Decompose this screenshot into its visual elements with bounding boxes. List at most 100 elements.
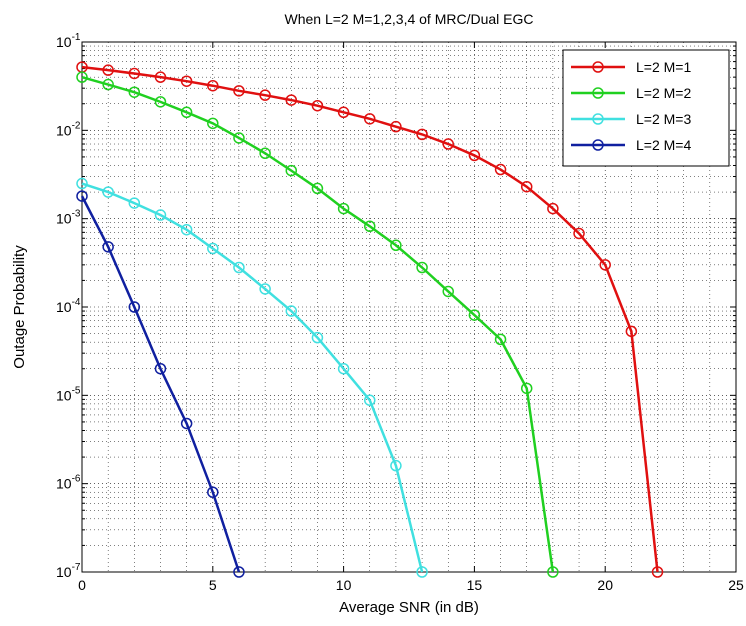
data-point (285, 305, 298, 317)
y-tick-exponent: -6 (72, 474, 81, 485)
legend-item: L=2 M=2 (571, 85, 691, 101)
data-point (390, 459, 402, 472)
series-line (80, 195, 241, 573)
data-point (416, 566, 428, 578)
data-point (599, 259, 611, 271)
y-tick-exponent: -4 (72, 297, 81, 308)
data-point (128, 67, 141, 80)
y-tick-label: 10-6 (56, 474, 81, 492)
x-tick-label: 15 (467, 577, 483, 593)
x-tick-label: 10 (336, 577, 352, 593)
data-point (364, 113, 376, 125)
data-point (547, 566, 559, 578)
data-point (102, 78, 114, 91)
data-point (233, 132, 245, 144)
data-point (102, 241, 114, 253)
data-point (102, 64, 114, 76)
data-point (442, 285, 454, 298)
data-point (311, 331, 324, 344)
y-tick-label: 10-1 (56, 32, 81, 50)
legend-marker (592, 61, 604, 73)
y-axis-label: Outage Probability (11, 245, 28, 369)
data-point (285, 94, 298, 106)
y-tick-base: 10 (56, 299, 72, 315)
legend-marker (592, 87, 604, 99)
data-point (180, 417, 193, 430)
data-point (259, 147, 271, 160)
data-point (311, 99, 324, 112)
y-tick-exponent: -5 (72, 385, 81, 396)
data-point (154, 362, 167, 375)
data-point (128, 301, 141, 313)
legend-item: L=2 M=3 (571, 111, 691, 127)
legend-label: L=2 M=3 (636, 111, 691, 127)
data-point (285, 164, 298, 177)
data-point (233, 261, 245, 274)
series-line (81, 65, 659, 573)
data-point (207, 79, 219, 92)
y-tick-exponent: -1 (72, 32, 81, 43)
data-point (76, 190, 88, 202)
data-point (416, 261, 428, 274)
legend: L=2 M=1 L=2 M=2 L=2 M=3 L=2 M=4 (562, 49, 730, 167)
series-3 (76, 177, 428, 578)
y-tick-base: 10 (56, 211, 72, 227)
legend-item: L=2 M=4 (571, 137, 691, 153)
data-point (207, 242, 219, 255)
y-tick-base: 10 (56, 387, 72, 403)
data-point (442, 138, 454, 150)
data-point (468, 149, 481, 162)
series-line (81, 182, 424, 573)
data-point (207, 486, 219, 498)
y-tick-exponent: -3 (72, 209, 81, 220)
series-4 (76, 190, 245, 578)
y-tick-label: 10-4 (56, 297, 81, 315)
data-point (128, 197, 141, 209)
y-tick-base: 10 (56, 34, 72, 50)
data-point (547, 202, 559, 215)
legend-label: L=2 M=4 (636, 137, 691, 153)
data-point (625, 325, 638, 338)
legend-marker (592, 113, 604, 125)
y-tick-exponent: -7 (72, 562, 81, 573)
legend-label: L=2 M=1 (636, 59, 691, 75)
data-point (364, 394, 376, 406)
data-point (259, 283, 271, 295)
data-point (76, 177, 88, 190)
legend-item: L=2 M=1 (571, 59, 691, 75)
chart-title: When L=2 M=1,2,3,4 of MRC/Dual EGC (285, 11, 534, 27)
data-point (311, 182, 324, 195)
y-tick-base: 10 (56, 564, 72, 580)
y-tick-label: 10-3 (56, 209, 81, 227)
data-point (207, 117, 219, 130)
series-2 (76, 71, 559, 578)
data-point (494, 333, 507, 346)
data-point (154, 96, 167, 108)
data-point (520, 180, 533, 193)
y-tick-label: 10-7 (56, 562, 81, 580)
x-tick-label: 20 (597, 577, 613, 593)
x-tick-label: 0 (78, 577, 86, 593)
grid (82, 42, 736, 572)
y-tick-base: 10 (56, 122, 72, 138)
data-point (102, 186, 114, 198)
y-tick-exponent: -2 (72, 120, 81, 131)
data-point (233, 566, 245, 578)
data-point (337, 106, 350, 119)
data-point (76, 71, 88, 83)
data-point (573, 227, 585, 240)
data-point (180, 106, 193, 119)
y-tick-label: 10-2 (56, 120, 81, 138)
y-tick-label: 10-5 (56, 385, 81, 403)
data-point (128, 86, 141, 98)
x-tick-label: 5 (209, 577, 217, 593)
data-point (154, 71, 167, 83)
y-tick-base: 10 (56, 476, 72, 492)
data-point (180, 75, 193, 87)
x-tick-label: 25 (728, 577, 744, 593)
data-point (651, 566, 664, 578)
data-point (468, 309, 481, 321)
legend-box (562, 49, 730, 167)
data-point (416, 128, 428, 141)
